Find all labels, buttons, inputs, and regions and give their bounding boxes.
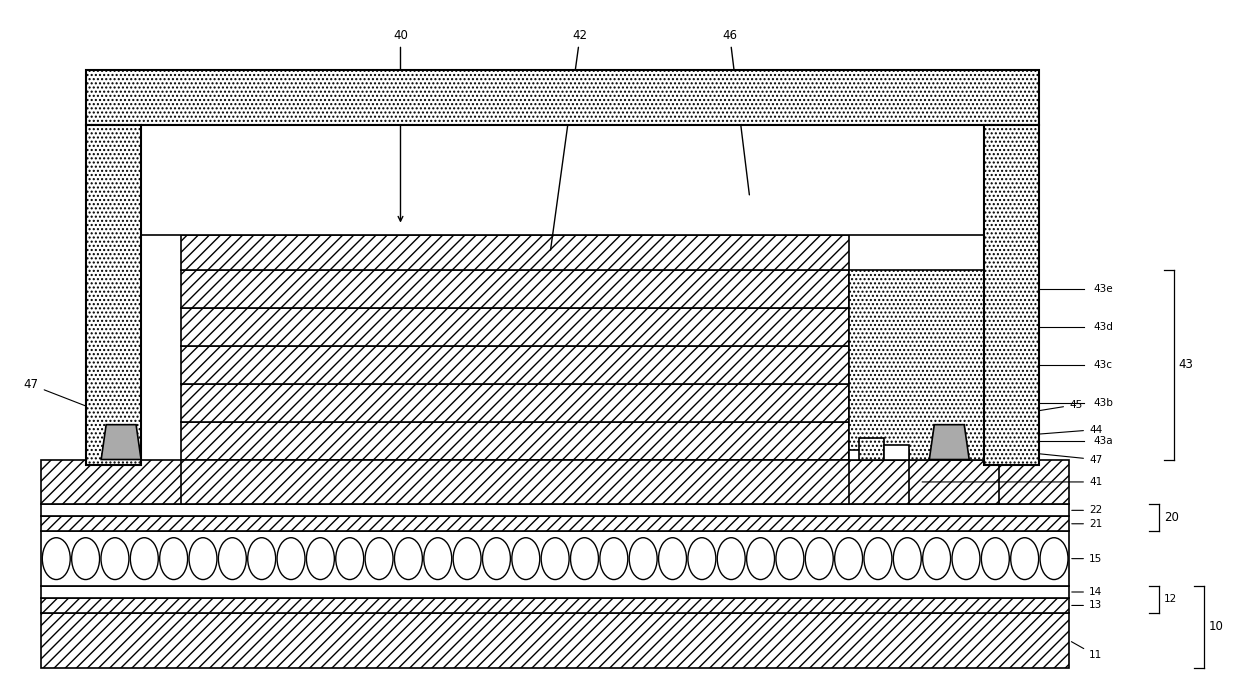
Bar (41, 598, 1069, 613)
Ellipse shape (1011, 537, 1039, 579)
Ellipse shape (688, 537, 715, 579)
Ellipse shape (776, 537, 804, 579)
Text: 46: 46 (722, 29, 749, 195)
Ellipse shape (72, 537, 99, 579)
Ellipse shape (336, 537, 363, 579)
Bar (41, 516, 1069, 531)
Text: 47: 47 (24, 378, 119, 419)
Text: 43e: 43e (1094, 285, 1114, 294)
Bar (849, 270, 985, 460)
Text: 41: 41 (923, 477, 1102, 487)
Ellipse shape (394, 537, 423, 579)
Text: 22: 22 (1071, 505, 1102, 515)
Text: 40: 40 (393, 29, 408, 221)
Text: 14: 14 (1071, 587, 1102, 597)
Text: 43b: 43b (1094, 398, 1114, 408)
Ellipse shape (42, 537, 71, 579)
Bar (181, 270, 849, 308)
Ellipse shape (130, 537, 159, 579)
Text: 47: 47 (952, 445, 1102, 464)
Bar (859, 438, 884, 460)
Text: 43c: 43c (1094, 360, 1114, 370)
Ellipse shape (188, 537, 217, 579)
Polygon shape (102, 424, 141, 460)
Bar (181, 236, 849, 270)
Bar (181, 460, 849, 504)
Bar (181, 308, 849, 346)
Ellipse shape (424, 537, 451, 579)
Ellipse shape (600, 537, 627, 579)
Bar (849, 450, 909, 460)
Polygon shape (929, 424, 970, 460)
Ellipse shape (365, 537, 393, 579)
Ellipse shape (629, 537, 657, 579)
Bar (41, 460, 1069, 504)
Ellipse shape (805, 537, 833, 579)
Bar (884, 444, 909, 460)
Ellipse shape (482, 537, 511, 579)
Text: 11: 11 (1071, 641, 1102, 660)
Ellipse shape (541, 537, 569, 579)
Bar (141, 125, 985, 236)
Ellipse shape (717, 537, 745, 579)
Ellipse shape (1040, 537, 1068, 579)
Text: 45: 45 (874, 400, 1083, 438)
Ellipse shape (893, 537, 921, 579)
Text: 44: 44 (908, 424, 1102, 444)
Bar (87, 70, 1039, 125)
Ellipse shape (100, 537, 129, 579)
Ellipse shape (746, 537, 775, 579)
Ellipse shape (277, 537, 305, 579)
Ellipse shape (160, 537, 187, 579)
Bar (181, 346, 849, 384)
Text: 10: 10 (1209, 620, 1224, 633)
Ellipse shape (218, 537, 247, 579)
Ellipse shape (864, 537, 892, 579)
Ellipse shape (952, 537, 980, 579)
Ellipse shape (512, 537, 539, 579)
Text: 13: 13 (1071, 600, 1102, 610)
Bar (181, 384, 849, 422)
Text: 43: 43 (1179, 358, 1194, 371)
Text: 20: 20 (1164, 511, 1179, 524)
Bar (41, 613, 1069, 668)
Text: 15: 15 (1071, 554, 1102, 564)
Ellipse shape (923, 537, 951, 579)
Text: 43a: 43a (1094, 435, 1114, 446)
Bar (41, 586, 1069, 598)
Ellipse shape (658, 537, 687, 579)
Text: 21: 21 (1071, 519, 1102, 528)
Ellipse shape (570, 537, 599, 579)
Ellipse shape (248, 537, 275, 579)
Ellipse shape (306, 537, 335, 579)
Ellipse shape (835, 537, 863, 579)
Bar (41, 504, 1069, 516)
Text: 42: 42 (551, 29, 588, 250)
Ellipse shape (981, 537, 1009, 579)
Bar (87, 125, 141, 464)
Bar (909, 460, 999, 504)
Text: 43d: 43d (1094, 322, 1114, 332)
Bar (985, 125, 1039, 464)
Text: 12: 12 (1164, 595, 1177, 604)
Bar (181, 422, 849, 460)
Bar (41, 531, 1069, 586)
Ellipse shape (453, 537, 481, 579)
